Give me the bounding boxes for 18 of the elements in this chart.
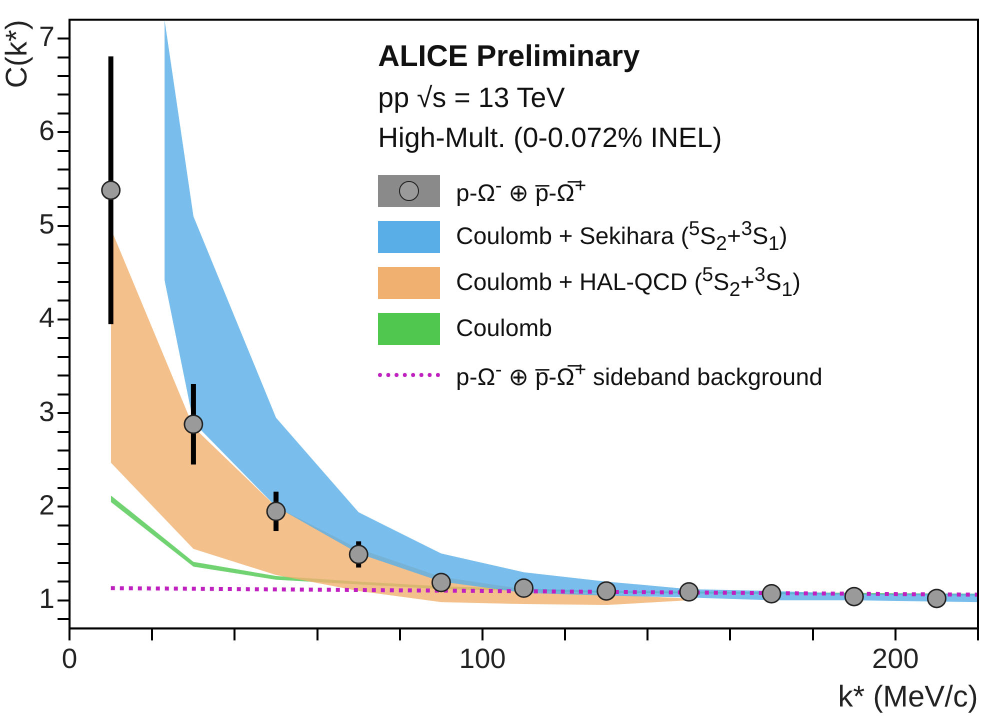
y-tick-label: 5 [38, 208, 55, 240]
y-tick-label: 1 [38, 583, 55, 614]
y-tick-label: 4 [38, 302, 55, 334]
y-tick-label: 6 [38, 114, 55, 146]
annotation: High-Mult. (0-0.072% INEL) [378, 122, 723, 154]
x-tick-label: 100 [459, 642, 506, 674]
annotation: ALICE Preliminary [378, 40, 641, 74]
x-tick-label: 0 [62, 642, 78, 674]
x-tick-label: 200 [872, 642, 919, 674]
x-axis-title: k* (MeV/c) [838, 680, 978, 714]
legend-label: Coulomb [456, 315, 552, 343]
text: Coulomb + HAL-QCD ($^{5}$S$_{2}$+$^{3}$S$_{1}$) [456, 264, 801, 301]
text: Coulomb + Sekihara ($^{5}$S$_{2}$+$^{3}$S$_{1}$) [456, 218, 788, 255]
y-axis-title: C(k*) [0, 20, 34, 88]
y-tick-label: 7 [38, 21, 55, 52]
y-tick-label: 2 [38, 489, 55, 520]
annotation: pp √s = 13 TeV [378, 82, 566, 114]
y-tick-label: 3 [38, 396, 55, 427]
